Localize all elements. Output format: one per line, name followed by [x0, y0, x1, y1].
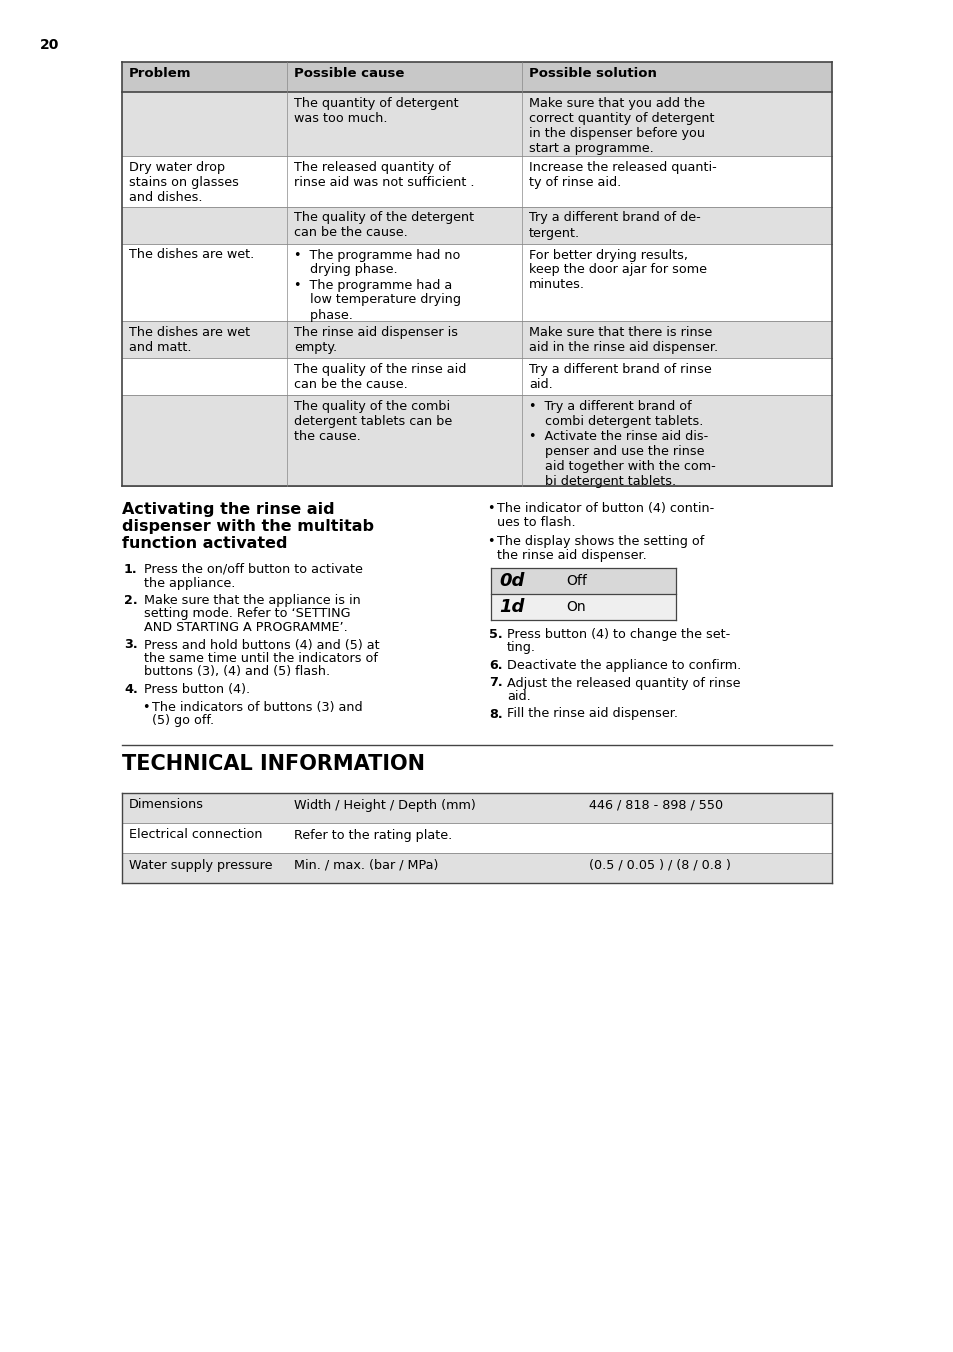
Text: •  The programme had no
    drying phase.
•  The programme had a
    low tempera: • The programme had no drying phase. • T…: [294, 249, 460, 322]
Text: 1.: 1.: [124, 562, 137, 576]
Text: 1d: 1d: [498, 598, 524, 617]
Text: the same time until the indicators of: the same time until the indicators of: [144, 652, 377, 665]
Text: Water supply pressure: Water supply pressure: [129, 859, 273, 872]
Text: The dishes are wet
and matt.: The dishes are wet and matt.: [129, 326, 250, 354]
Text: Dry water drop
stains on glasses
and dishes.: Dry water drop stains on glasses and dis…: [129, 161, 238, 204]
Text: AND STARTING A PROGRAMME’.: AND STARTING A PROGRAMME’.: [144, 621, 348, 634]
Text: function activated: function activated: [122, 535, 287, 552]
Text: The released quantity of
rinse aid was not sufficient .: The released quantity of rinse aid was n…: [294, 161, 474, 189]
Text: Make sure that there is rinse
aid in the rinse aid dispenser.: Make sure that there is rinse aid in the…: [529, 326, 718, 354]
Text: 0d: 0d: [498, 572, 524, 589]
Bar: [122, 822, 831, 853]
Bar: [122, 395, 831, 485]
Text: the appliance.: the appliance.: [144, 576, 235, 589]
Text: Press button (4) to change the set-: Press button (4) to change the set-: [506, 627, 729, 641]
Text: Press and hold buttons (4) and (5) at: Press and hold buttons (4) and (5) at: [144, 638, 379, 652]
Text: 2.: 2.: [124, 594, 137, 607]
Text: The rinse aid dispenser is
empty.: The rinse aid dispenser is empty.: [294, 326, 457, 354]
Text: •: •: [142, 700, 150, 714]
Text: the rinse aid dispenser.: the rinse aid dispenser.: [497, 549, 646, 561]
Text: The dishes are wet.: The dishes are wet.: [129, 249, 254, 261]
Bar: [122, 155, 831, 207]
Text: (5) go off.: (5) go off.: [152, 714, 213, 727]
Text: ting.: ting.: [506, 641, 536, 654]
Text: Press the on/off button to activate: Press the on/off button to activate: [144, 562, 362, 576]
Text: Press button (4).: Press button (4).: [144, 683, 250, 696]
Text: Refer to the rating plate.: Refer to the rating plate.: [294, 829, 452, 841]
Text: ues to flash.: ues to flash.: [497, 515, 575, 529]
Text: Dimensions: Dimensions: [129, 799, 204, 811]
Bar: [491, 594, 676, 621]
Bar: [122, 792, 831, 822]
Text: Activating the rinse aid: Activating the rinse aid: [122, 502, 335, 516]
Text: 20: 20: [40, 38, 59, 51]
Text: Fill the rinse aid dispenser.: Fill the rinse aid dispenser.: [506, 707, 678, 721]
Text: On: On: [565, 600, 585, 614]
Text: 8.: 8.: [489, 707, 502, 721]
Text: Try a different brand of rinse
aid.: Try a different brand of rinse aid.: [529, 362, 711, 391]
Text: Adjust the released quantity of rinse: Adjust the released quantity of rinse: [506, 676, 740, 690]
Text: (0.5 / 0.05 ) / (8 / 0.8 ): (0.5 / 0.05 ) / (8 / 0.8 ): [588, 859, 730, 872]
Text: 7.: 7.: [489, 676, 502, 690]
Bar: [122, 853, 831, 883]
Text: •: •: [486, 502, 494, 515]
Bar: [521, 62, 831, 92]
Text: The indicator of button (4) contin-: The indicator of button (4) contin-: [497, 502, 714, 515]
Text: Off: Off: [565, 575, 586, 588]
Bar: [122, 92, 831, 155]
Text: •  Try a different brand of
    combi detergent tablets.
•  Activate the rinse a: • Try a different brand of combi deterge…: [529, 400, 715, 488]
Text: Make sure that you add the
correct quantity of detergent
in the dispenser before: Make sure that you add the correct quant…: [529, 97, 714, 155]
Text: buttons (3), (4) and (5) flash.: buttons (3), (4) and (5) flash.: [144, 665, 330, 679]
Bar: [122, 358, 831, 395]
Text: aid.: aid.: [506, 690, 530, 703]
Text: Possible solution: Possible solution: [529, 68, 657, 80]
Text: The quality of the combi
detergent tablets can be
the cause.: The quality of the combi detergent table…: [294, 400, 452, 443]
Text: Electrical connection: Electrical connection: [129, 829, 262, 841]
Text: For better drying results,
keep the door ajar for some
minutes.: For better drying results, keep the door…: [529, 249, 706, 292]
Bar: [122, 320, 831, 358]
Text: setting mode. Refer to ‘SETTING: setting mode. Refer to ‘SETTING: [144, 607, 350, 621]
Text: Min. / max. (bar / MPa): Min. / max. (bar / MPa): [294, 859, 438, 872]
Text: Increase the released quanti-
ty of rinse aid.: Increase the released quanti- ty of rins…: [529, 161, 716, 189]
Text: Width / Height / Depth (mm): Width / Height / Depth (mm): [294, 799, 476, 811]
Text: Deactivate the appliance to confirm.: Deactivate the appliance to confirm.: [506, 658, 740, 672]
Text: The indicators of buttons (3) and: The indicators of buttons (3) and: [152, 700, 362, 714]
Bar: [122, 62, 287, 92]
Bar: [287, 62, 521, 92]
Text: The quantity of detergent
was too much.: The quantity of detergent was too much.: [294, 97, 458, 124]
Text: Make sure that the appliance is in: Make sure that the appliance is in: [144, 594, 360, 607]
Text: 5.: 5.: [489, 627, 502, 641]
Text: •: •: [486, 535, 494, 548]
Text: 446 / 818 - 898 / 550: 446 / 818 - 898 / 550: [588, 799, 722, 811]
Text: TECHNICAL INFORMATION: TECHNICAL INFORMATION: [122, 754, 424, 775]
Text: 6.: 6.: [489, 658, 502, 672]
Text: Possible cause: Possible cause: [294, 68, 404, 80]
Bar: [122, 243, 831, 320]
Text: Try a different brand of de-
tergent.: Try a different brand of de- tergent.: [529, 211, 700, 239]
Bar: [491, 568, 676, 594]
Text: 3.: 3.: [124, 638, 137, 652]
Text: 4.: 4.: [124, 683, 137, 696]
Text: The quality of the rinse aid
can be the cause.: The quality of the rinse aid can be the …: [294, 362, 466, 391]
Text: The display shows the setting of: The display shows the setting of: [497, 535, 703, 548]
Text: dispenser with the multitab: dispenser with the multitab: [122, 519, 374, 534]
Text: Problem: Problem: [129, 68, 192, 80]
Bar: [122, 207, 831, 243]
Text: The quality of the detergent
can be the cause.: The quality of the detergent can be the …: [294, 211, 474, 239]
